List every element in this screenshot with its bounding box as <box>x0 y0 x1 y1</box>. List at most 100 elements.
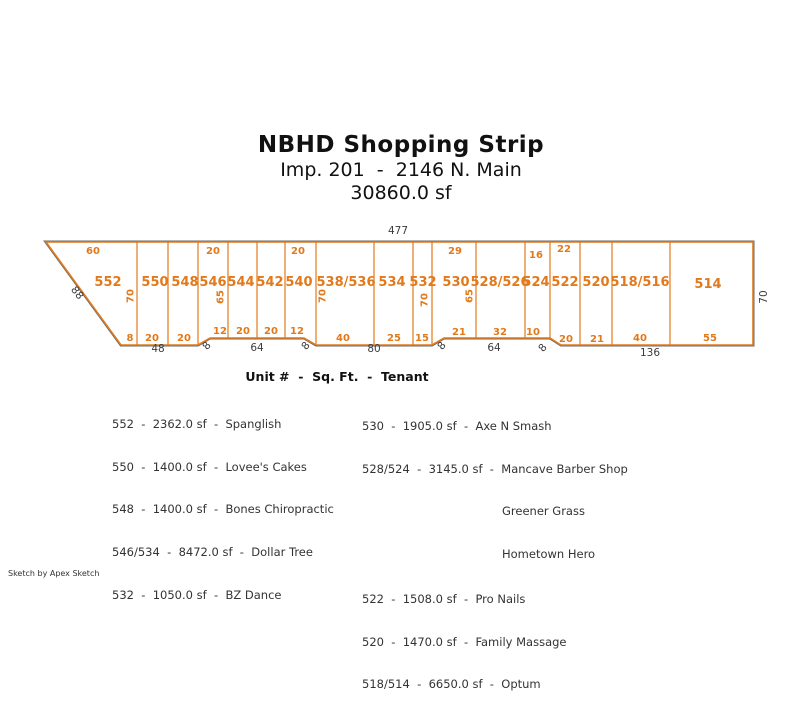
legend-separator: - <box>482 677 502 692</box>
legend-row: 532 - 1050.0 sf - BZ Dance <box>112 588 334 603</box>
building-outline <box>44 241 754 346</box>
unit-label-550: 550 <box>141 275 168 290</box>
dim-seg-48: 48 <box>151 343 164 355</box>
legend-separator: - <box>383 634 403 649</box>
legend-tenant: Optum <box>501 677 541 692</box>
unit-label-528-526: 528/526 <box>470 275 529 290</box>
legend-row: 548 - 1400.0 sf - Bones Chiropractic <box>112 502 334 517</box>
unit-label-530: 530 <box>442 275 469 290</box>
dim-seg-80: 80 <box>367 343 380 355</box>
legend-tenant: Dollar Tree <box>251 545 313 560</box>
dim-depth-532: 70 <box>420 293 431 307</box>
legend-tenant: Family Massage <box>475 634 567 649</box>
unit-label-522: 522 <box>551 275 578 290</box>
legend-tenant: Pro Nails <box>475 591 526 606</box>
dim-bottom-532: 15 <box>415 333 429 344</box>
legend-unit: 530 <box>362 419 384 433</box>
dim-bottom-548: 20 <box>177 333 191 344</box>
dim-seg-8c: 8 <box>435 340 448 353</box>
dim-seg-64a: 64 <box>250 342 264 354</box>
unit-label-534: 534 <box>378 275 405 290</box>
dim-bottom-524: 10 <box>526 327 540 338</box>
unit-label-548: 548 <box>171 275 198 290</box>
legend-sqft: 8472.0 sf <box>178 545 233 560</box>
legend-row-continuation: Greener Grass <box>362 504 628 519</box>
dim-top-522: 22 <box>557 244 571 255</box>
legend-row: 518/514 - 6650.0 sf - Optum <box>362 677 628 692</box>
legend-column-left: 552 - 2362.0 sf - Spanglish 550 - 1400.0… <box>112 389 334 617</box>
legend-row: 530 - 1905.0 sf - Axe N Smash <box>362 419 628 434</box>
dim-bottom-514: 55 <box>703 333 717 344</box>
dim-bottom-538-536: 40 <box>336 333 350 344</box>
dim-depth-552: 70 <box>126 289 137 303</box>
unit-label-538-536: 538/536 <box>316 275 375 290</box>
dim-bottom-520: 21 <box>590 334 604 345</box>
legend-unit: 528/524 <box>362 461 410 476</box>
dim-right-depth: 70 <box>758 290 770 303</box>
dim-bottom-546: 12 <box>213 326 227 337</box>
dim-top-540: 20 <box>291 246 305 257</box>
legend-sqft: 1508.0 sf <box>402 591 457 606</box>
legend-column-right: 530 - 1905.0 sf - Axe N Smash 528/524 - … <box>362 391 628 706</box>
legend-separator: - <box>456 591 476 606</box>
legend-separator: - <box>133 502 153 517</box>
legend-sqft: 1050.0 sf <box>152 587 207 602</box>
dim-seg-8a: 8 <box>200 340 213 353</box>
dim-top-546: 20 <box>206 246 220 257</box>
title-block: NBHD Shopping Strip Imp. 201 - 2146 N. M… <box>0 131 802 205</box>
dim-bottom-522: 20 <box>559 334 573 345</box>
unit-label-532: 532 <box>409 275 436 290</box>
dim-depth-538-536: 70 <box>318 289 329 303</box>
legend-unit: 518/514 <box>362 677 410 692</box>
legend-tenant: Spanglish <box>225 417 282 431</box>
legend-tenant: Hometown Hero <box>502 547 596 562</box>
legend-tenant: Greener Grass <box>502 504 585 519</box>
legend-separator: - <box>206 417 226 431</box>
legend-row: 522 - 1508.0 sf - Pro Nails <box>362 592 628 607</box>
legend-unit: 550 <box>112 459 134 474</box>
dim-bottom-528-526: 32 <box>493 327 507 338</box>
legend-sqft: 6650.0 sf <box>428 677 483 692</box>
legend-row-continuation: Hometown Hero <box>362 547 628 562</box>
total-area: 30860.0 sf <box>350 182 452 204</box>
dim-bottom-518-516: 40 <box>633 333 647 344</box>
legend-unit: 522 <box>362 591 384 606</box>
unit-label-520: 520 <box>582 275 609 290</box>
legend-separator: - <box>133 587 153 602</box>
unit-label-514: 514 <box>694 277 721 292</box>
legend-sqft: 1905.0 sf <box>402 419 457 433</box>
legend-row: 520 - 1470.0 sf - Family Massage <box>362 635 628 650</box>
dim-seg-136: 136 <box>640 347 660 359</box>
unit-label-552: 552 <box>94 275 121 290</box>
dim-bottom-540: 12 <box>290 326 304 337</box>
legend-row: 550 - 1400.0 sf - Lovee's Cakes <box>112 460 334 475</box>
legend-row: 546/534 - 8472.0 sf - Dollar Tree <box>112 545 334 560</box>
legend-separator: - <box>409 461 429 476</box>
legend-sqft: 1400.0 sf <box>152 502 207 517</box>
legend-unit: 532 <box>112 587 134 602</box>
legend-separator: - <box>206 587 226 602</box>
legend-separator: - <box>133 459 153 474</box>
legend-row: 552 - 2362.0 sf - Spanglish <box>112 417 334 432</box>
legend-unit: 520 <box>362 634 384 649</box>
dim-seg-8d: 8 <box>536 342 549 355</box>
legend-sqft: 2362.0 sf <box>152 417 207 431</box>
unit-label-542: 542 <box>256 275 283 290</box>
dim-bottom-550: 20 <box>145 333 159 344</box>
unit-dividers <box>136 242 671 345</box>
dim-top-552: 60 <box>86 246 100 257</box>
legend-tenant: Bones Chiropractic <box>225 502 334 517</box>
legend-sqft: 1470.0 sf <box>402 634 457 649</box>
legend-separator: - <box>482 461 502 476</box>
legend-unit: 548 <box>112 502 134 517</box>
legend-tenant: Axe N Smash <box>475 419 552 433</box>
dim-bottom-542: 20 <box>264 326 278 337</box>
dim-total-width: 477 <box>388 225 408 237</box>
dim-depth-530: 65 <box>465 289 476 303</box>
legend-row: 528/524 - 3145.0 sf - Mancave Barber Sho… <box>362 462 628 477</box>
legend-tenant: BZ Dance <box>225 587 282 602</box>
legend-separator: - <box>232 545 252 560</box>
unit-label-524: 524 <box>522 275 549 290</box>
dim-seg-64b: 64 <box>487 342 501 354</box>
legend-sqft: 3145.0 sf <box>428 461 483 476</box>
